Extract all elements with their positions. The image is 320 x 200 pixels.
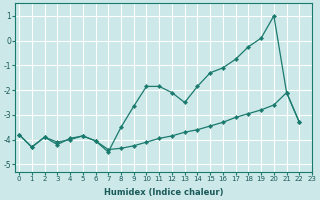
X-axis label: Humidex (Indice chaleur): Humidex (Indice chaleur) [104, 188, 223, 197]
